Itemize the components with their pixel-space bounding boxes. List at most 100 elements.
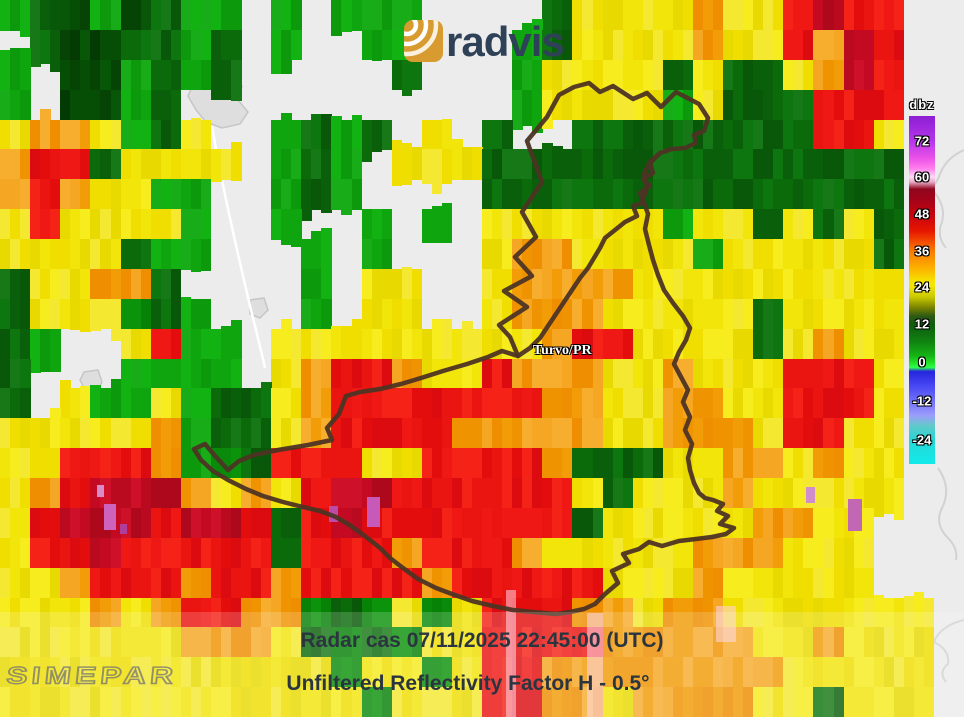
- radar-strip: [291, 507, 302, 539]
- radar-strip: [421, 657, 433, 688]
- radar-strip: [753, 507, 764, 539]
- radar-strip: [883, 149, 895, 180]
- radar-strip: [351, 179, 363, 210]
- radar-strip: [241, 507, 252, 539]
- radar-strip: [602, 507, 614, 546]
- radar-strip: [371, 448, 383, 479]
- radar-strip: [472, 358, 483, 390]
- radar-strip: [612, 0, 624, 31]
- radar-strip: [100, 268, 112, 302]
- radar-strip: [642, 179, 654, 210]
- radar-strip: [662, 418, 674, 449]
- radar-strip: [642, 507, 654, 539]
- radar-strip: [672, 567, 684, 599]
- radar-strip: [843, 478, 855, 515]
- radar-strip: [391, 507, 403, 539]
- radar-strip: [823, 0, 835, 31]
- radar-strip: [411, 418, 423, 449]
- radar-strip: [140, 149, 152, 183]
- radar-strip: [672, 657, 684, 688]
- radar-strip: [110, 627, 122, 658]
- radar-strip: [341, 418, 353, 457]
- radar-strip: [180, 328, 192, 360]
- radar-strip: [853, 448, 865, 479]
- radar-strip: [271, 597, 282, 629]
- radar-strip: [321, 358, 332, 390]
- radar-strip: [592, 0, 604, 31]
- radar-strip: [823, 687, 835, 717]
- radar-strip: [441, 537, 453, 569]
- radar-strip: [30, 507, 41, 539]
- radar-strip: [140, 119, 152, 151]
- radar-strip: [351, 0, 363, 31]
- radar-strip: [220, 448, 232, 480]
- radar-strip: [843, 268, 855, 306]
- radar-strip: [210, 537, 222, 569]
- colorbar-gradient: 72 60 48 36 24 12 0 -12 -24: [909, 116, 935, 464]
- colorbar-tick-36: 36: [914, 243, 930, 259]
- radar-strip: [160, 507, 172, 539]
- radar-strip: [411, 147, 423, 180]
- radar-strip: [542, 0, 553, 31]
- radar-strip: [723, 59, 734, 94]
- radar-strip: [552, 627, 563, 658]
- radar-strip: [582, 209, 594, 240]
- radar-strip: [813, 298, 825, 330]
- radar-strip: [271, 358, 282, 392]
- radar-strip: [311, 448, 322, 482]
- radar-strip: [622, 657, 634, 688]
- radar-strip: [783, 358, 794, 390]
- radar-strip: [130, 388, 142, 419]
- radar-strip: [431, 448, 443, 486]
- radar-strip: [80, 386, 91, 419]
- radar-strip: [100, 29, 112, 61]
- radar-strip: [200, 657, 212, 688]
- radar-strip: [20, 567, 31, 599]
- radar-strip: [461, 567, 473, 599]
- radar-strip: [80, 0, 91, 31]
- radar-strip: [431, 319, 443, 360]
- radar-strip: [652, 448, 664, 485]
- radar-strip: [371, 328, 383, 360]
- radar-strip: [301, 149, 312, 180]
- radar-strip: [150, 597, 162, 629]
- radar-strip: [271, 209, 282, 241]
- radar-strip: [783, 388, 794, 421]
- radar-strip: [140, 657, 152, 688]
- radar-strip: [783, 687, 794, 717]
- radar-strip: [552, 0, 563, 31]
- radar-strip: [833, 388, 845, 419]
- radar-strip: [632, 657, 644, 688]
- radar-strip: [10, 48, 21, 91]
- radar-strip: [421, 388, 433, 425]
- radar-strip: [241, 388, 252, 423]
- radar-strip: [361, 0, 373, 31]
- radar-strip: [572, 89, 584, 121]
- radar-strip: [582, 507, 594, 539]
- radar-strip: [813, 687, 825, 717]
- radar-strip: [662, 268, 674, 300]
- radar-strip: [150, 687, 162, 717]
- radar-strip: [10, 418, 21, 449]
- radar-strip: [120, 388, 132, 419]
- radar-strip: [120, 448, 132, 479]
- radar-strip: [160, 418, 172, 449]
- radar-strip: [140, 358, 152, 390]
- radar-strip: [713, 209, 724, 246]
- radar-strip: [60, 448, 71, 479]
- radar-strip: [150, 567, 162, 599]
- radar-strip: [281, 687, 292, 717]
- radar-strip: [100, 448, 112, 479]
- radar-strip: [321, 687, 332, 717]
- radar-strip: [381, 298, 393, 333]
- radar-strip: [492, 567, 503, 599]
- radar-strip: [301, 448, 312, 479]
- radar-strip: [351, 597, 363, 629]
- radar-strip: [602, 687, 614, 717]
- radar-strip: [200, 478, 212, 509]
- radar-strip: [733, 418, 744, 449]
- radar-strip: [10, 209, 21, 240]
- radar-strip: [753, 597, 764, 629]
- radar-strip: [642, 119, 654, 151]
- radar-strip: [793, 657, 804, 688]
